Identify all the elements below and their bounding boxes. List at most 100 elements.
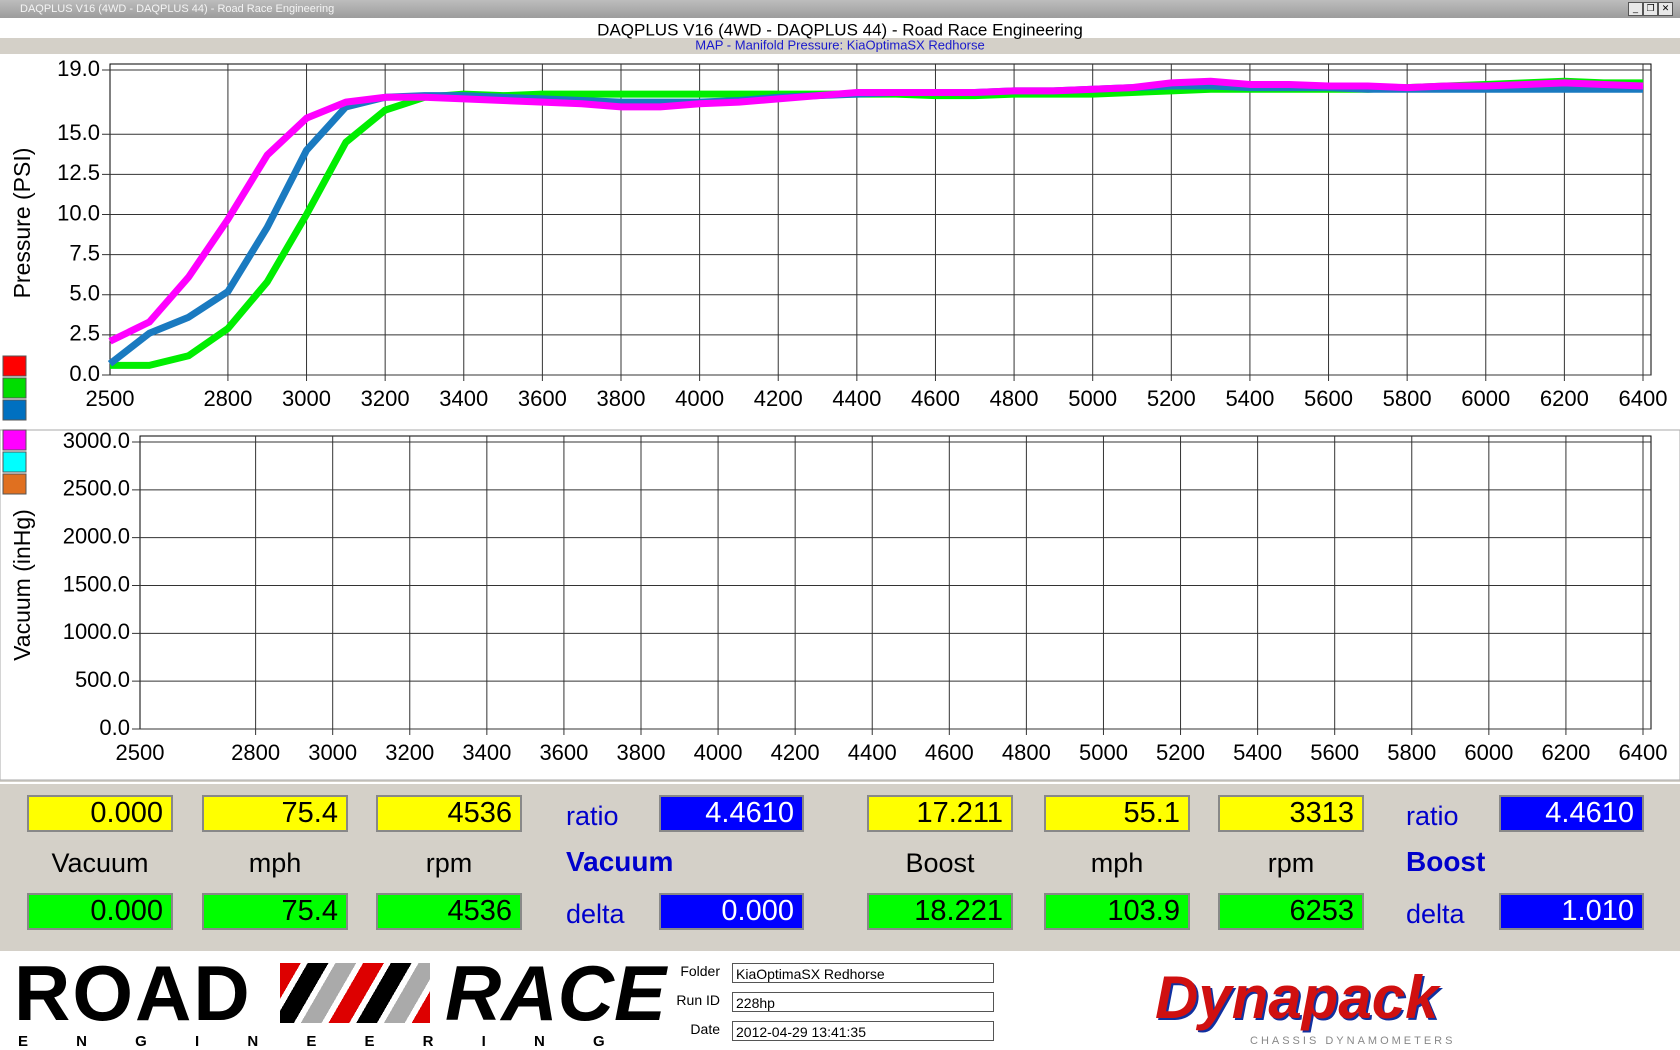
brand-sub: CHASSIS DYNAMOMETERS xyxy=(1250,1035,1456,1047)
x-tick-label: 4800 xyxy=(1002,740,1051,765)
value-box: 6253 xyxy=(1218,893,1364,930)
x-tick-label: 3600 xyxy=(539,740,588,765)
logo-stripes xyxy=(280,963,430,1023)
run-field-label: Run ID xyxy=(676,992,720,1008)
chart-heading: DAQPLUS V16 (4WD - DAQPLUS 44) - Road Ra… xyxy=(597,20,1083,39)
legend-swatch xyxy=(2,429,27,451)
x-tick-label: 3000 xyxy=(308,740,357,765)
run-field-value: 2012-04-29 13:41:35 xyxy=(732,1021,994,1041)
x-tick-label: 3200 xyxy=(385,740,434,765)
chart-subtitle: MAP - Manifold Pressure: KiaOptimaSX Red… xyxy=(695,37,985,52)
logo-race: RACE xyxy=(445,949,667,1037)
minimize-button[interactable]: _ xyxy=(1628,2,1643,16)
window-title: DAQPLUS V16 (4WD - DAQPLUS 44) - Road Ra… xyxy=(20,3,335,15)
x-tick-label: 5000 xyxy=(1079,740,1128,765)
y-tick-label: 2500.0 xyxy=(63,476,130,501)
y-tick-label: 3000.0 xyxy=(63,428,130,453)
ratio-box: 4.4610 xyxy=(1499,795,1644,832)
x-tick-label: 6000 xyxy=(1461,386,1510,411)
x-tick-label: 6400 xyxy=(1619,386,1668,411)
x-tick-label: 4000 xyxy=(675,386,724,411)
x-tick-label: 3200 xyxy=(361,386,410,411)
run-field-label: Date xyxy=(690,1021,720,1037)
chart-panel xyxy=(0,429,1680,781)
x-tick-label: 5600 xyxy=(1310,740,1359,765)
value-box: 55.1 xyxy=(1044,795,1190,832)
logo-road: ROAD xyxy=(14,949,252,1037)
y-tick-label: 0.0 xyxy=(99,715,130,740)
title-bar: DAQPLUS V16 (4WD - DAQPLUS 44) - Road Ra… xyxy=(0,0,1680,18)
logo-sub: E N G I N E E R I N G xyxy=(18,1033,627,1050)
x-tick-label: 6200 xyxy=(1541,740,1590,765)
value-box: 75.4 xyxy=(202,795,348,832)
x-tick-label: 3400 xyxy=(439,386,488,411)
ratio-label: ratio xyxy=(1406,801,1459,831)
run-field-label: Folder xyxy=(680,963,720,979)
x-tick-label: 2500 xyxy=(116,740,165,765)
value-box: 18.221 xyxy=(867,893,1013,930)
y-tick-label: 5.0 xyxy=(69,281,100,306)
field-label: Vacuum xyxy=(51,848,149,878)
group-title: Vacuum xyxy=(566,846,674,877)
x-tick-label: 5000 xyxy=(1068,386,1117,411)
y-axis-label: Pressure (PSI) xyxy=(9,148,35,299)
x-tick-label: 3000 xyxy=(282,386,331,411)
field-label: rpm xyxy=(1267,848,1315,878)
value-box: 75.4 xyxy=(202,893,348,930)
value-box: 103.9 xyxy=(1044,893,1190,930)
footer: ROAD RACE E N G I N E E R I N G Folder Ki… xyxy=(0,951,1680,1050)
x-tick-label: 5200 xyxy=(1156,740,1205,765)
field-label: rpm xyxy=(425,848,473,878)
y-axis-label: Vacuum (inHg) xyxy=(9,509,35,661)
legend-swatch xyxy=(2,377,27,399)
ratio-label: ratio xyxy=(566,801,619,831)
x-tick-label: 3400 xyxy=(462,740,511,765)
x-tick-label: 3600 xyxy=(518,386,567,411)
series-line xyxy=(108,77,1644,345)
x-tick-label: 3800 xyxy=(597,386,646,411)
brand-logo: Dynapack xyxy=(1155,964,1439,1031)
x-tick-label: 5400 xyxy=(1233,740,1282,765)
y-tick-label: 10.0 xyxy=(57,200,100,225)
value-box: 4536 xyxy=(376,893,522,930)
x-tick-label: 6400 xyxy=(1619,740,1668,765)
close-button[interactable]: ✕ xyxy=(1658,2,1673,16)
delta-label: delta xyxy=(1406,899,1465,929)
y-tick-label: 2.5 xyxy=(69,321,100,346)
field-label: Boost xyxy=(905,848,975,878)
x-tick-label: 3800 xyxy=(617,740,666,765)
delta-box: 0.000 xyxy=(659,893,804,930)
charts-area: DAQPLUS V16 (4WD - DAQPLUS 44) - Road Ra… xyxy=(0,18,1680,782)
value-box: 0.000 xyxy=(27,795,173,832)
x-tick-label: 4200 xyxy=(771,740,820,765)
x-tick-label: 5800 xyxy=(1383,386,1432,411)
legend-swatch xyxy=(2,473,27,495)
y-tick-label: 15.0 xyxy=(57,120,100,145)
ratio-box: 4.4610 xyxy=(659,795,804,832)
y-tick-label: 0.0 xyxy=(69,361,100,386)
x-tick-label: 4000 xyxy=(694,740,743,765)
x-tick-label: 4400 xyxy=(848,740,897,765)
value-box: 4536 xyxy=(376,795,522,832)
y-tick-label: 12.5 xyxy=(57,160,100,185)
x-tick-label: 2800 xyxy=(231,740,280,765)
header-bg xyxy=(0,18,1680,38)
x-tick-label: 6000 xyxy=(1464,740,1513,765)
x-tick-label: 5600 xyxy=(1304,386,1353,411)
y-tick-label: 500.0 xyxy=(75,667,130,692)
x-tick-label: 4800 xyxy=(990,386,1039,411)
y-tick-label: 2000.0 xyxy=(63,523,130,548)
x-tick-label: 6200 xyxy=(1540,386,1589,411)
legend-swatch xyxy=(2,399,27,421)
field-label: mph xyxy=(248,848,302,878)
restore-button[interactable]: ❐ xyxy=(1643,2,1658,16)
x-tick-label: 5400 xyxy=(1225,386,1274,411)
value-box: 3313 xyxy=(1218,795,1364,832)
x-tick-label: 4200 xyxy=(754,386,803,411)
readout-panel: 0.000 Vacuum 0.000 75.4 mph 75.4 4536 rpm 4536 ra… xyxy=(0,782,1680,952)
x-tick-label: 2800 xyxy=(203,386,252,411)
x-tick-label: 5800 xyxy=(1387,740,1436,765)
value-box: 0.000 xyxy=(27,893,173,930)
y-tick-label: 7.5 xyxy=(69,240,100,265)
